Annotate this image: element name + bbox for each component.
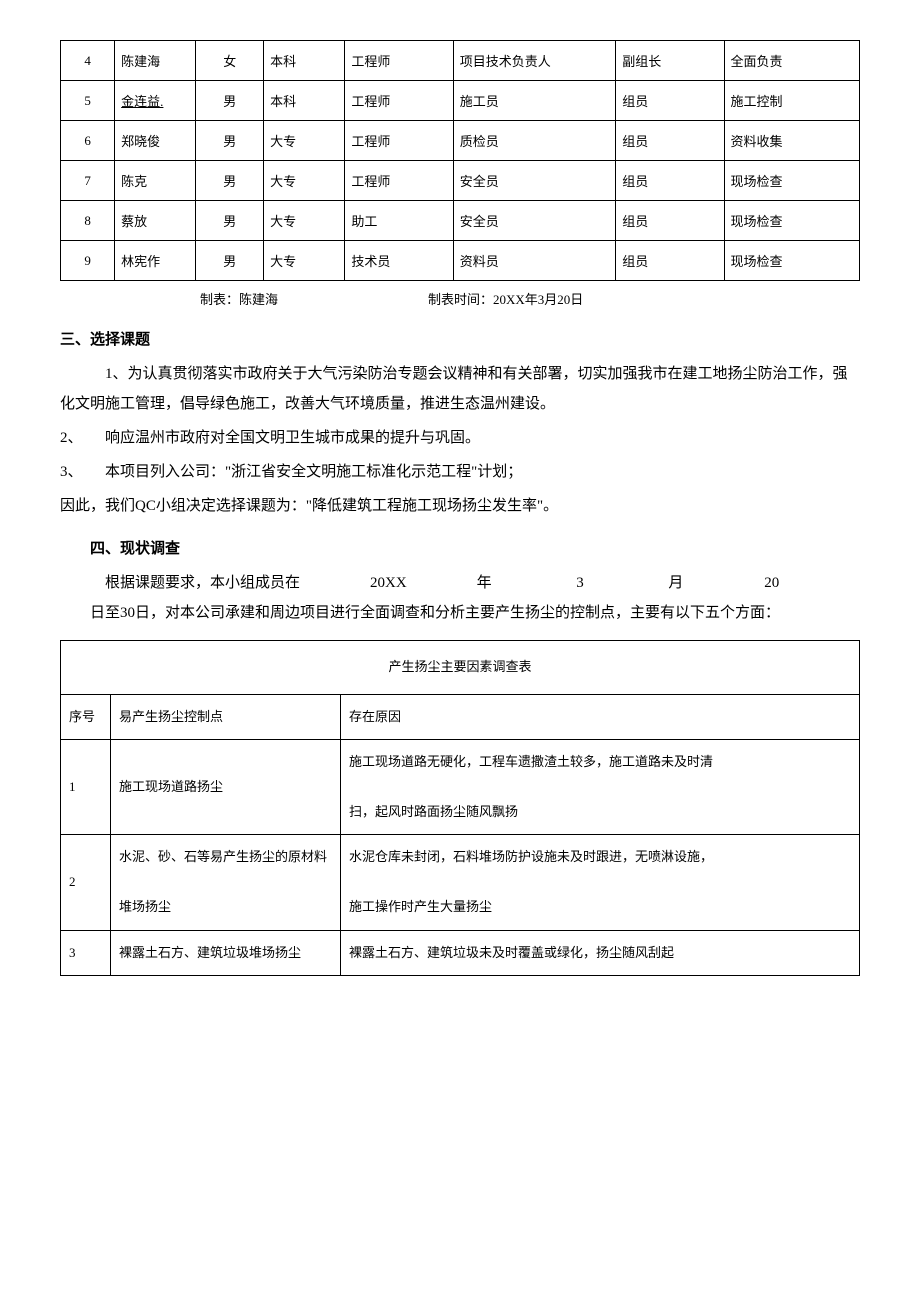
table-cell: 工程师 <box>345 161 453 201</box>
table-cell: 助工 <box>345 201 453 241</box>
section3-p4: 因此，我们QC小组决定选择课题为："降低建筑工程施工现场扬尘发生率"。 <box>60 491 860 521</box>
table-cell: 蔡放 <box>115 201 196 241</box>
table-cell: 资料员 <box>453 241 616 281</box>
section4-title: 四、现状调查 <box>60 537 860 558</box>
table-cell: 现场检查 <box>724 161 859 201</box>
table-cell: 郑晓俊 <box>115 121 196 161</box>
table-cell: 质检员 <box>453 121 616 161</box>
spaced-lead: 根据课题要求，本小组成员在 <box>60 568 300 598</box>
table-cell: 施工员 <box>453 81 616 121</box>
table-cell: 男 <box>196 241 264 281</box>
table-cell: 本科 <box>264 41 345 81</box>
table-cell: 大专 <box>264 121 345 161</box>
table-row: 4陈建海女本科工程师项目技术负责人副组长全面负责 <box>61 41 860 81</box>
table-cell: 工程师 <box>345 41 453 81</box>
table-row: 9林宪作男大专技术员资料员组员现场检查 <box>61 241 860 281</box>
table-row: 6郑晓俊男大专工程师质检员组员资料收集 <box>61 121 860 161</box>
table-cell: 资料收集 <box>724 121 859 161</box>
survey-reason: 水泥仓库未封闭，石料堆场防护设施未及时跟进，无喷淋设施， 施工操作时产生大量扬尘 <box>341 835 860 930</box>
caption-author: 制表：陈建海 <box>200 289 278 308</box>
spaced-year: 20XX <box>300 568 477 598</box>
table-cell: 安全员 <box>453 161 616 201</box>
table-cell: 组员 <box>616 201 724 241</box>
table-cell: 安全员 <box>453 201 616 241</box>
survey-table: 产生扬尘主要因素调查表 序号 易产生扬尘控制点 存在原因 1施工现场道路扬尘施工… <box>60 640 860 976</box>
table-cell: 林宪作 <box>115 241 196 281</box>
table-cell: 5 <box>61 81 115 121</box>
spaced-year-label: 年 <box>477 568 492 598</box>
table-cell: 7 <box>61 161 115 201</box>
table-cell: 工程师 <box>345 121 453 161</box>
table-cell: 陈克 <box>115 161 196 201</box>
table-cell: 现场检查 <box>724 201 859 241</box>
table-cell: 工程师 <box>345 81 453 121</box>
section3-p1: 1、为认真贯彻落实市政府关于大气污染防治专题会议精神和有关部署，切实加强我市在建… <box>60 359 860 419</box>
survey-seq: 2 <box>61 835 111 930</box>
caption-time: 制表时间：20XX年3月20日 <box>428 289 583 308</box>
survey-header-seq: 序号 <box>61 694 111 740</box>
table-cell: 男 <box>196 81 264 121</box>
table-cell: 男 <box>196 121 264 161</box>
survey-seq: 1 <box>61 740 111 835</box>
table-cell: 组员 <box>616 161 724 201</box>
section4-p2: 日至30日，对本公司承建和周边项目进行全面调查和分析主要产生扬尘的控制点，主要有… <box>60 598 860 628</box>
table-cell: 男 <box>196 201 264 241</box>
table-row: 2水泥、砂、石等易产生扬尘的原材料 堆场扬尘水泥仓库未封闭，石料堆场防护设施未及… <box>61 835 860 930</box>
table-cell: 施工控制 <box>724 81 859 121</box>
survey-reason: 裸露土石方、建筑垃圾未及时覆盖或绿化，扬尘随风刮起 <box>341 930 860 976</box>
table-row: 8蔡放男大专助工安全员组员现场检查 <box>61 201 860 241</box>
table-caption: 制表：陈建海 制表时间：20XX年3月20日 <box>60 289 860 308</box>
survey-header-reason: 存在原因 <box>341 694 860 740</box>
spaced-month-label: 月 <box>668 568 683 598</box>
table-cell: 9 <box>61 241 115 281</box>
survey-reason: 施工现场道路无硬化，工程车遗撒渣土较多，施工道路未及时清 扫，起风时路面扬尘随风… <box>341 740 860 835</box>
table-row: 7陈克男大专工程师安全员组员现场检查 <box>61 161 860 201</box>
section3-title: 三、选择课题 <box>60 328 860 349</box>
spaced-day: 20 <box>683 568 860 598</box>
table-row: 1施工现场道路扬尘施工现场道路无硬化，工程车遗撒渣土较多，施工道路未及时清 扫，… <box>61 740 860 835</box>
table-cell: 金连益. <box>115 81 196 121</box>
table-cell: 技术员 <box>345 241 453 281</box>
table-cell: 大专 <box>264 241 345 281</box>
members-table: 4陈建海女本科工程师项目技术负责人副组长全面负责5金连益.男本科工程师施工员组员… <box>60 40 860 281</box>
table-cell: 4 <box>61 41 115 81</box>
table-cell: 男 <box>196 161 264 201</box>
table-cell: 女 <box>196 41 264 81</box>
survey-title: 产生扬尘主要因素调查表 <box>61 641 860 695</box>
survey-point: 施工现场道路扬尘 <box>111 740 341 835</box>
table-cell: 陈建海 <box>115 41 196 81</box>
table-row: 5金连益.男本科工程师施工员组员施工控制 <box>61 81 860 121</box>
table-cell: 6 <box>61 121 115 161</box>
survey-point: 水泥、砂、石等易产生扬尘的原材料 堆场扬尘 <box>111 835 341 930</box>
table-cell: 大专 <box>264 201 345 241</box>
table-cell: 本科 <box>264 81 345 121</box>
table-cell: 全面负责 <box>724 41 859 81</box>
survey-seq: 3 <box>61 930 111 976</box>
table-cell: 组员 <box>616 241 724 281</box>
spaced-month: 3 <box>492 568 669 598</box>
table-cell: 组员 <box>616 81 724 121</box>
table-row: 3裸露土石方、建筑垃圾堆场扬尘裸露土石方、建筑垃圾未及时覆盖或绿化，扬尘随风刮起 <box>61 930 860 976</box>
table-cell: 8 <box>61 201 115 241</box>
table-cell: 组员 <box>616 121 724 161</box>
section3-p2: 2、 响应温州市政府对全国文明卫生城市成果的提升与巩固。 <box>60 423 860 453</box>
section4-spaced-line: 根据课题要求，本小组成员在 20XX 年 3 月 20 <box>60 568 860 598</box>
table-cell: 项目技术负责人 <box>453 41 616 81</box>
table-cell: 现场检查 <box>724 241 859 281</box>
survey-point: 裸露土石方、建筑垃圾堆场扬尘 <box>111 930 341 976</box>
table-cell: 副组长 <box>616 41 724 81</box>
section3-p3: 3、 本项目列入公司："浙江省安全文明施工标准化示范工程"计划； <box>60 457 860 487</box>
survey-header-point: 易产生扬尘控制点 <box>111 694 341 740</box>
table-cell: 大专 <box>264 161 345 201</box>
